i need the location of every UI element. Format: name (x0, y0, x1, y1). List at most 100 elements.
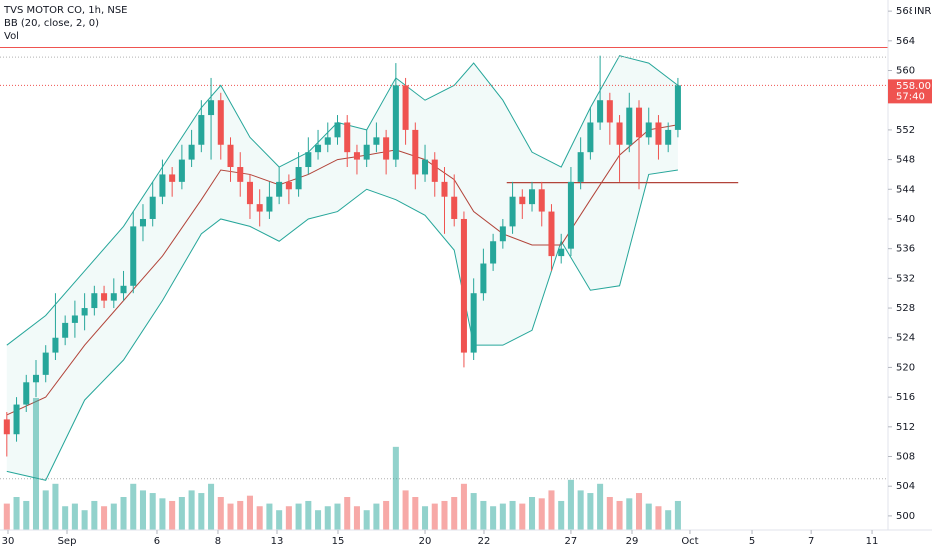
volume-bar (499, 503, 506, 530)
x-tick-label: Oct (681, 536, 698, 547)
candle-body (32, 374, 40, 383)
candle-body (227, 144, 234, 168)
candle-body (509, 196, 516, 227)
y-tick-label: 528 (896, 303, 915, 314)
volume-bar (52, 483, 59, 530)
candle-body (402, 85, 409, 130)
candle-body (538, 189, 545, 212)
candle-body (169, 174, 176, 182)
y-tick-label: 560 (896, 66, 915, 77)
y-tick-label: 544 (896, 184, 915, 195)
candle-body (130, 226, 137, 286)
candle-body (23, 382, 30, 405)
y-tick-label: 504 (896, 481, 915, 492)
x-tick-label: 7 (808, 536, 814, 547)
volume-bar (110, 503, 117, 530)
volume-bar (13, 497, 20, 530)
y-tick-label: 568 (896, 6, 915, 17)
candle-body (91, 293, 98, 309)
y-tick-label: 564 (896, 36, 915, 47)
volume-bar (480, 500, 487, 530)
volume-bar (353, 506, 360, 530)
volume-bar (402, 490, 409, 530)
candle-body (431, 159, 438, 182)
volume-bar (159, 498, 166, 530)
volume-bar (334, 503, 341, 530)
candle-body (120, 285, 127, 294)
volume-bar (324, 506, 331, 530)
candle-body (383, 137, 390, 160)
y-tick-label: 524 (896, 333, 915, 344)
x-tick-label: 30 (2, 536, 15, 547)
y-tick-label: 532 (896, 273, 915, 284)
volume-bar (431, 503, 438, 530)
candle-body (490, 241, 497, 264)
volume-bar (626, 498, 633, 530)
volume-bar (344, 497, 351, 530)
volume-bar (32, 398, 40, 530)
volume-bar (665, 510, 672, 530)
volume-bar (674, 500, 681, 530)
volume-bar (645, 503, 652, 530)
candle-body (606, 100, 613, 123)
volume-bar (567, 479, 574, 530)
y-tick-label: 536 (896, 244, 915, 255)
candle-body (81, 308, 88, 316)
candle-body (178, 159, 185, 182)
band-fill (6, 55, 678, 481)
candle-body (266, 196, 273, 212)
x-tick-label: 8 (215, 536, 221, 547)
volume-bar (198, 493, 205, 530)
candle-body (597, 100, 604, 123)
y-tick-label: 520 (896, 362, 915, 373)
volume-bar (606, 497, 613, 530)
volume-bar (422, 506, 429, 530)
last-price-label: 558.00 (896, 81, 931, 92)
candle-body (13, 404, 20, 435)
candle-body (674, 85, 681, 130)
candle-body (149, 196, 156, 219)
candle-body (422, 159, 429, 175)
x-tick-label: 6 (154, 536, 160, 547)
candle-body (626, 107, 633, 145)
candle-body (529, 189, 536, 205)
volume-bar (208, 483, 215, 530)
volume-bar (188, 490, 195, 530)
candle-body (324, 137, 331, 145)
candle-body (62, 322, 69, 338)
volume-bar (139, 490, 146, 530)
chart-title: TVS MOTOR CO, 1h, NSE (3, 5, 128, 16)
volume-bar (315, 510, 322, 530)
volume-bar (295, 503, 302, 530)
volume-bar (91, 500, 98, 530)
y-tick-label: 512 (896, 422, 915, 433)
y-tick-label: 500 (896, 511, 915, 522)
candle-body (470, 293, 477, 353)
volume-bar (363, 510, 370, 530)
volume-bar (597, 483, 604, 530)
x-tick-label: 5 (749, 536, 755, 547)
volume-bar (538, 498, 545, 530)
volume-bar (285, 506, 292, 530)
volume-bar (558, 500, 565, 530)
candle-body (52, 337, 59, 353)
volume-bar (509, 500, 516, 530)
candle-body (655, 122, 662, 145)
volume-bar (178, 497, 185, 530)
volume-bar (62, 506, 69, 530)
volume-bar (412, 497, 419, 530)
x-tick-label: 29 (626, 536, 639, 547)
countdown-label: 57:40 (896, 91, 925, 102)
candle-body (499, 226, 506, 242)
volume-bar (237, 500, 244, 530)
volume-bar (23, 500, 30, 530)
candle-body (315, 144, 322, 153)
indicator-label: BB (20, close, 2, 0) (4, 18, 99, 29)
x-tick-label: 11 (866, 536, 879, 547)
volume-bar (169, 500, 176, 530)
candle-body (451, 196, 458, 219)
x-tick-label: 20 (419, 536, 432, 547)
volume-bar (120, 497, 127, 530)
